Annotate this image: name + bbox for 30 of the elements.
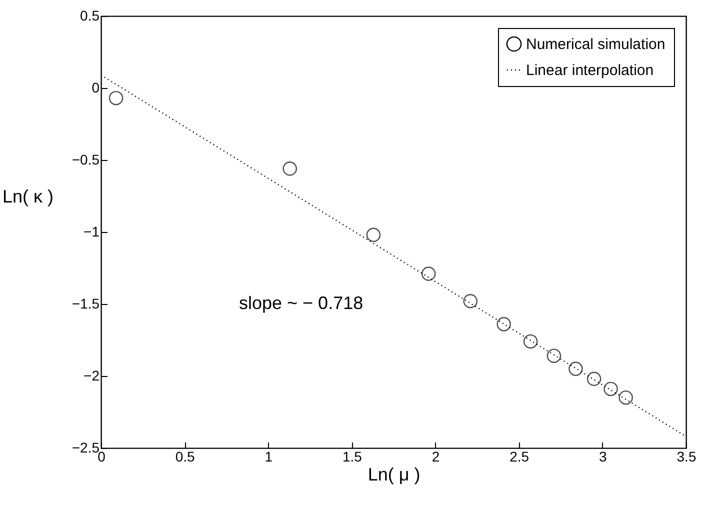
annotation: slope ~ − 0.718 <box>239 293 364 313</box>
point <box>282 162 297 176</box>
point <box>618 390 633 405</box>
y-tick-label: −1 <box>84 224 100 240</box>
point <box>568 362 583 376</box>
y-tick-label: −0.5 <box>72 152 100 168</box>
point <box>523 334 538 349</box>
x-axis-title: Ln( μ ) <box>368 464 420 484</box>
y-tick-label: 0.5 <box>80 8 100 24</box>
y-tick-label: −2 <box>84 368 100 384</box>
legend-label: Linear interpolation <box>526 62 654 79</box>
x-tick-label: 2 <box>432 448 440 464</box>
point <box>496 317 511 332</box>
x-tick-label: 1 <box>264 448 273 464</box>
x-tick-label: 2.5 <box>510 448 530 464</box>
y-tick-label: 0 <box>92 80 100 96</box>
point <box>421 266 436 281</box>
x-tick-label: 3.5 <box>676 448 696 464</box>
y-tick-label: −1.5 <box>72 296 100 312</box>
y-axis-title: Ln( κ ) <box>2 186 54 206</box>
x-tick-label: 1.5 <box>342 448 362 464</box>
point <box>586 372 602 386</box>
x-tick-label: 0.5 <box>175 448 196 464</box>
point <box>546 348 562 363</box>
point <box>604 382 618 396</box>
point <box>463 294 478 308</box>
point <box>366 228 381 242</box>
point <box>108 90 124 106</box>
legend-label: Numerical simulation <box>526 36 666 53</box>
x-tick-label: 3 <box>599 448 608 464</box>
